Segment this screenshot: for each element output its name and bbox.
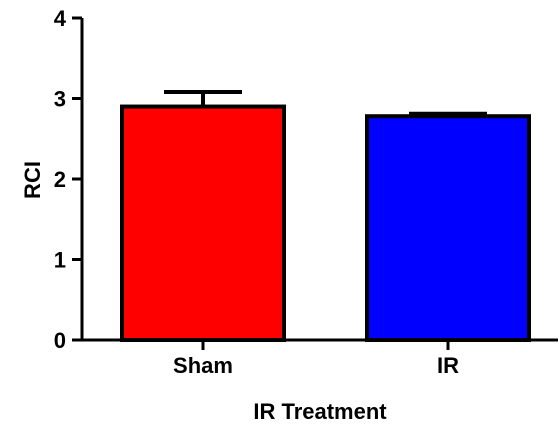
y-tick-label: 3 <box>54 87 66 112</box>
bar-sham <box>120 104 286 342</box>
y-tick-label: 2 <box>54 167 66 192</box>
y-ticks-layer: 0 1 2 3 4 <box>54 6 82 353</box>
error-bars-layer <box>164 90 487 117</box>
x-category-label-sham: Sham <box>173 353 233 378</box>
y-tick-label: 0 <box>54 328 66 353</box>
x-axis-title: IR Treatment <box>253 399 387 424</box>
y-tick-label: 4 <box>54 6 67 31</box>
bars-layer <box>120 104 531 342</box>
x-labels-layer: Sham IR <box>173 340 459 378</box>
x-category-label-ir: IR <box>437 353 459 378</box>
y-axis-title: RCI <box>20 161 45 199</box>
y-tick-label: 1 <box>54 248 66 273</box>
bar-ir <box>365 114 531 342</box>
